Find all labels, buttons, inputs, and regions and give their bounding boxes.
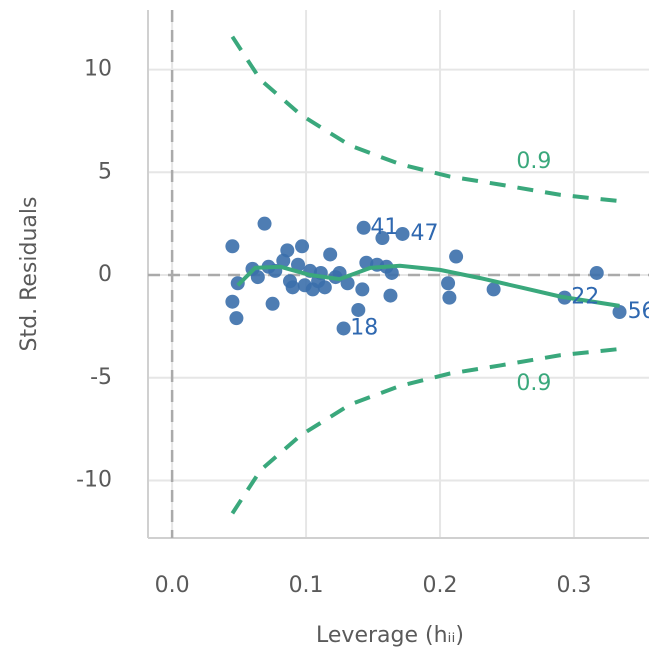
y-tick-label: -10	[76, 467, 112, 492]
smoother-line	[236, 263, 620, 308]
point	[384, 265, 399, 280]
point	[351, 302, 366, 317]
point	[441, 276, 456, 291]
point	[395, 226, 410, 241]
x-tick-label: 0.1	[289, 573, 324, 598]
point	[486, 282, 501, 297]
point	[449, 249, 464, 264]
y-tick-label: 10	[84, 57, 112, 82]
point	[356, 220, 371, 235]
x-tick-label: 0.3	[556, 573, 591, 598]
y-tick-label: -5	[90, 365, 112, 390]
cooks-distance-line	[230, 35, 620, 204]
point	[336, 321, 351, 336]
annotation: 47	[411, 221, 439, 246]
point	[225, 294, 240, 309]
point	[280, 243, 295, 258]
point	[323, 247, 338, 262]
point	[229, 311, 244, 326]
y-tick-label: 5	[98, 159, 112, 184]
annotation: 22	[571, 285, 599, 310]
point	[612, 305, 627, 320]
annotation: 0.9	[516, 149, 551, 174]
point	[317, 280, 332, 295]
point	[589, 265, 604, 280]
point	[265, 296, 280, 311]
point	[340, 276, 355, 291]
y-axis-label: Std. Residuals	[17, 197, 42, 352]
y-tick-label: 0	[98, 262, 112, 287]
cooks-distance-line	[230, 346, 620, 515]
point	[225, 239, 240, 254]
point	[355, 282, 370, 297]
annotation: 0.9	[516, 371, 551, 396]
x-axis-label: Leverage (hᵢᵢ)	[316, 623, 464, 648]
x-tick-label: 0.0	[155, 573, 190, 598]
annotation: 56	[628, 299, 649, 324]
point	[291, 257, 306, 272]
annotation: 18	[350, 315, 378, 340]
point	[250, 270, 265, 285]
point	[383, 288, 398, 303]
point	[257, 216, 272, 231]
point	[285, 280, 300, 295]
point	[375, 231, 390, 246]
point	[442, 290, 457, 305]
point	[295, 239, 310, 254]
x-tick-label: 0.2	[423, 573, 458, 598]
annotation: 41	[370, 215, 398, 240]
